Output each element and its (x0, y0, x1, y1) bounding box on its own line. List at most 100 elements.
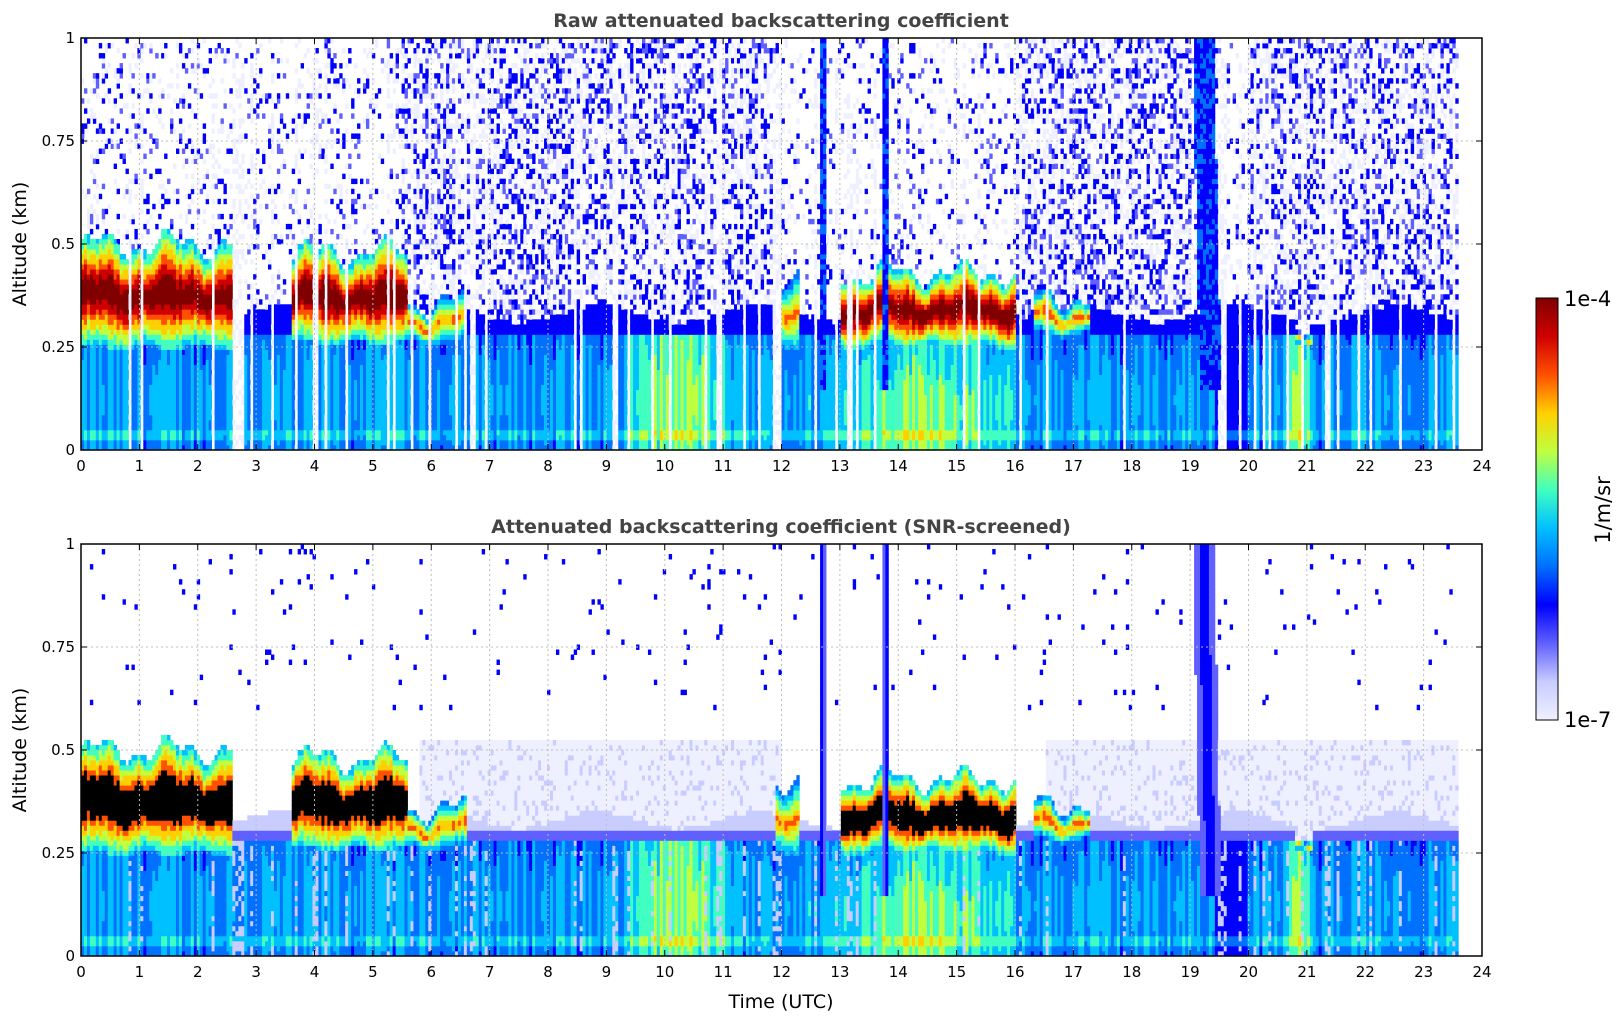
heatmap-cell (259, 369, 263, 376)
heatmap-cell (327, 304, 331, 310)
heatmap-cell (229, 389, 233, 396)
heatmap-cell (306, 238, 310, 245)
heatmap-cell (339, 409, 343, 416)
heatmap-cell (122, 334, 126, 340)
heatmap-cell (158, 284, 162, 290)
heatmap-cell (155, 304, 159, 310)
heatmap-cell (383, 349, 388, 355)
heatmap-cell (128, 329, 132, 335)
heatmap-cell (184, 309, 189, 315)
heatmap-cell (217, 414, 221, 421)
heatmap-cell (196, 354, 201, 360)
heatmap-cell (122, 213, 126, 220)
heatmap-cell (365, 414, 370, 421)
heatmap-cell (119, 254, 123, 260)
heatmap-cell (401, 294, 405, 300)
heatmap-cell (223, 339, 227, 345)
heatmap-cell (371, 404, 376, 411)
heatmap-cell (92, 444, 97, 450)
heatmap-cell (187, 138, 192, 144)
heatmap-cell (149, 319, 153, 325)
heatmap-cell (386, 38, 391, 44)
heatmap-cell (362, 409, 367, 416)
heatmap-cell (300, 249, 305, 255)
heatmap-cell (360, 359, 364, 365)
heatmap-cell (315, 299, 319, 305)
heatmap-cell (265, 424, 269, 431)
heatmap-cell (181, 389, 186, 396)
heatmap-cell (131, 113, 135, 119)
heatmap-cell (238, 173, 242, 180)
heatmap-cell (113, 334, 118, 340)
heatmap-cell (107, 138, 112, 144)
heatmap-cell (368, 404, 373, 411)
heatmap-cell (306, 264, 310, 270)
heatmap-cell (365, 349, 370, 355)
heatmap-cell (89, 254, 94, 260)
heatmap-cell (371, 228, 376, 235)
heatmap-cell (184, 304, 189, 310)
heatmap-cell (259, 344, 263, 350)
heatmap-cell (214, 339, 218, 345)
heatmap-cell (217, 43, 221, 49)
heatmap-cell (92, 319, 97, 325)
heatmap-cell (389, 279, 394, 285)
heatmap-cell (229, 394, 233, 401)
heatmap-cell (92, 429, 97, 436)
heatmap-cell (309, 389, 313, 396)
heatmap-cell (315, 379, 319, 386)
heatmap-cell (116, 404, 120, 411)
heatmap-cell (374, 188, 379, 195)
heatmap-cell (92, 299, 97, 305)
heatmap-cell (199, 419, 204, 426)
heatmap-cell (383, 379, 388, 386)
heatmap-cell (208, 289, 212, 295)
heatmap-cell (282, 73, 287, 79)
heatmap-cell (190, 108, 195, 114)
heatmap-cell (128, 304, 132, 310)
heatmap-cell (184, 264, 189, 270)
heatmap-cell (125, 289, 129, 295)
heatmap-cell (119, 68, 123, 74)
heatmap-cell (190, 414, 195, 421)
heatmap-cell (386, 73, 391, 79)
heatmap-cell (146, 309, 150, 315)
heatmap-cell (357, 309, 361, 315)
heatmap-cell (270, 409, 275, 416)
heatmap-cell (276, 238, 281, 245)
heatmap-cell (342, 274, 346, 280)
heatmap-cell (294, 399, 299, 406)
heatmap-cell (395, 58, 399, 64)
heatmap-cell (134, 364, 138, 371)
heatmap-cell (81, 274, 85, 280)
heatmap-cell (330, 143, 334, 149)
heatmap-cell (98, 264, 103, 270)
heatmap-cell (199, 63, 204, 69)
heatmap-cell (279, 374, 284, 381)
heatmap-cell (220, 259, 224, 265)
heatmap-cell (146, 304, 150, 310)
heatmap-cell (279, 434, 284, 441)
heatmap-cell (184, 379, 189, 386)
heatmap-cell (297, 394, 302, 401)
heatmap-cell (202, 249, 207, 255)
heatmap-cell (371, 108, 376, 114)
heatmap-cell (371, 379, 376, 386)
heatmap-cell (149, 213, 153, 220)
heatmap-cell (306, 434, 310, 441)
heatmap-cell (161, 249, 165, 255)
heatmap-cell (140, 128, 144, 134)
heatmap-cell (202, 269, 207, 275)
heatmap-cell (276, 284, 281, 290)
heatmap-cell (362, 269, 367, 275)
heatmap-cell (348, 289, 352, 295)
heatmap-cell (360, 349, 364, 355)
heatmap-cell (86, 299, 91, 305)
heatmap-cell (104, 409, 109, 416)
heatmap-cell (294, 244, 299, 250)
heatmap-cell (374, 389, 379, 396)
heatmap-cell (253, 198, 257, 205)
heatmap-cell (256, 289, 260, 295)
heatmap-cell (164, 399, 168, 406)
heatmap-cell (190, 158, 195, 165)
